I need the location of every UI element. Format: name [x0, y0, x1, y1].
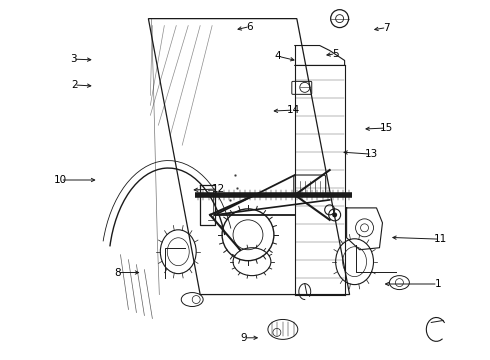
Text: 14: 14 — [287, 105, 300, 115]
Text: 11: 11 — [434, 234, 447, 244]
Text: 4: 4 — [275, 51, 281, 61]
Text: 6: 6 — [246, 22, 253, 32]
Circle shape — [332, 212, 337, 217]
Text: 15: 15 — [380, 123, 393, 133]
Text: 9: 9 — [241, 333, 247, 343]
Text: 7: 7 — [383, 23, 390, 33]
Text: 10: 10 — [54, 175, 67, 185]
Text: 2: 2 — [71, 80, 77, 90]
Text: 3: 3 — [70, 54, 76, 64]
Text: 5: 5 — [332, 49, 339, 59]
Text: 8: 8 — [114, 267, 121, 278]
Text: 13: 13 — [365, 149, 379, 159]
Text: 1: 1 — [435, 279, 441, 289]
Text: 12: 12 — [212, 184, 225, 194]
